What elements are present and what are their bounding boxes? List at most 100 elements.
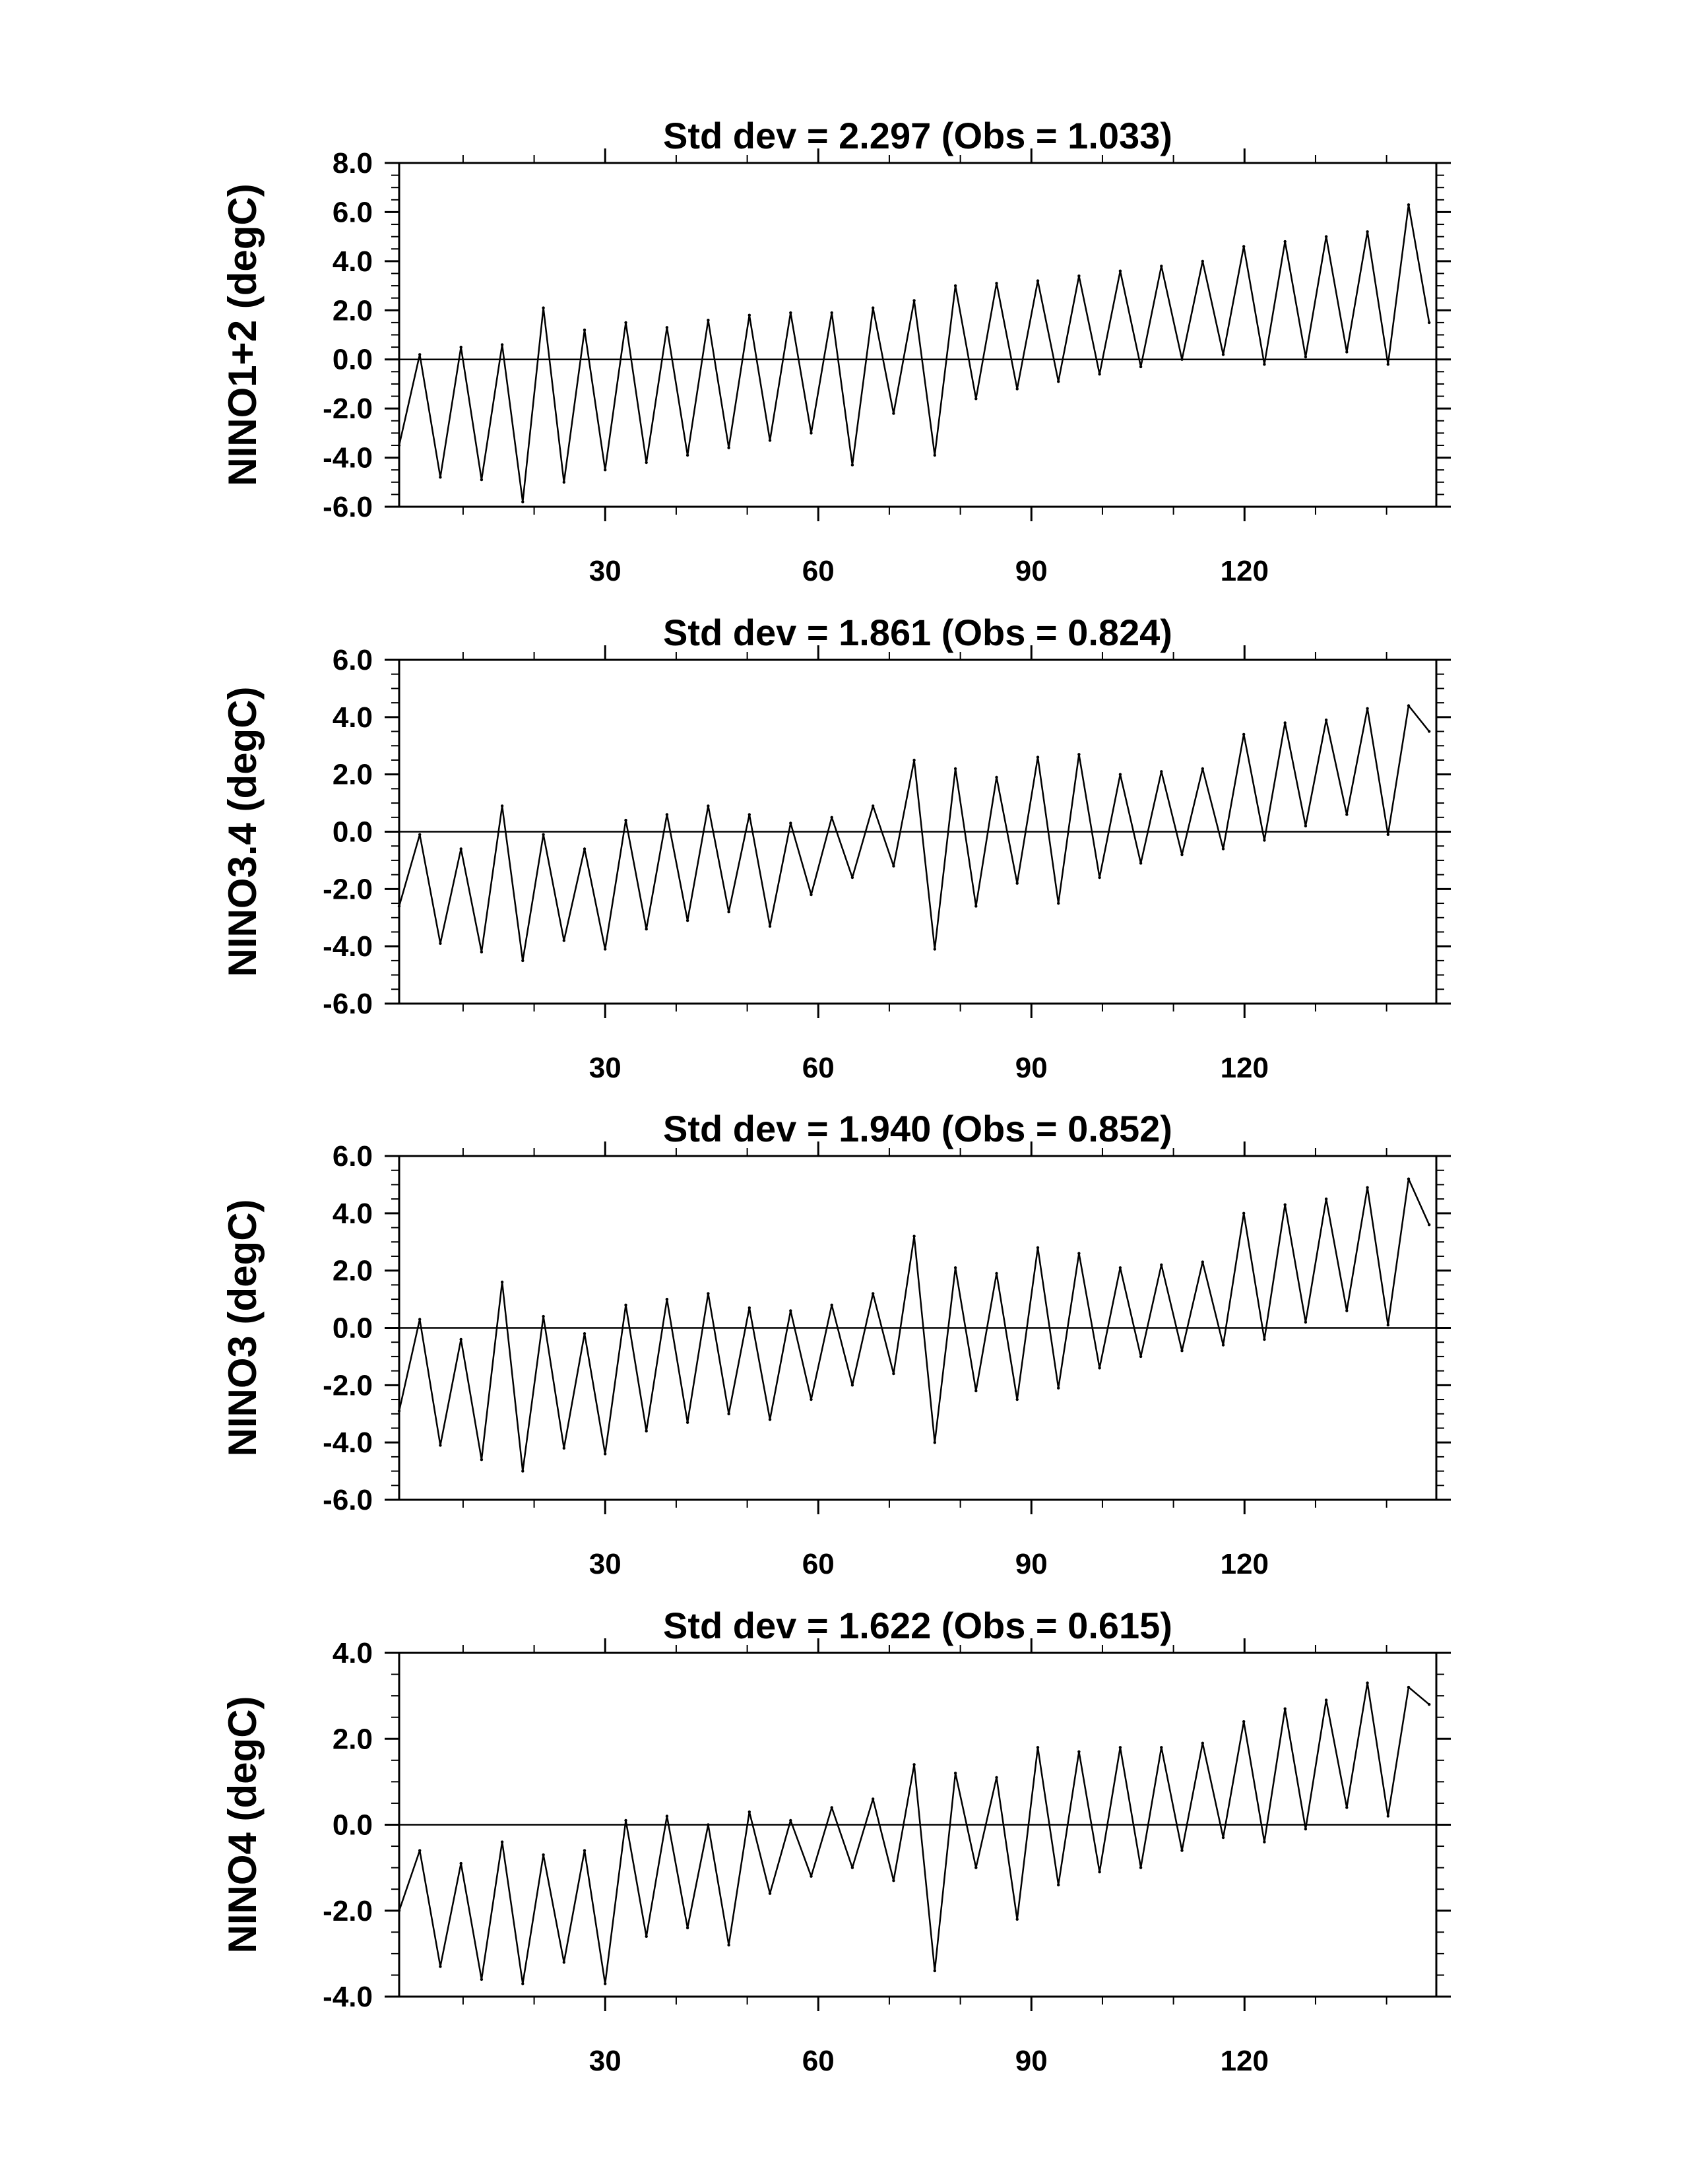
data-point — [1242, 732, 1246, 736]
data-point — [1160, 1746, 1163, 1749]
y-tick-label: 4.0 — [333, 245, 373, 278]
data-point — [727, 1412, 730, 1415]
plot-frame — [398, 162, 1438, 508]
y-tick-label: -4.0 — [323, 1981, 373, 2013]
y-tick-label: 0.0 — [333, 1312, 373, 1345]
data-point — [974, 905, 978, 908]
data-point — [1118, 1266, 1122, 1269]
data-point — [707, 1823, 710, 1826]
data-point — [521, 500, 525, 503]
data-point — [872, 306, 875, 309]
data-point — [872, 804, 875, 808]
data-point — [810, 893, 813, 897]
data-point — [768, 1892, 772, 1895]
data-point — [1180, 358, 1184, 361]
data-point — [542, 833, 545, 837]
data-point — [480, 478, 484, 482]
data-point — [892, 412, 895, 415]
data-point — [953, 1266, 957, 1269]
y-tick-label: -4.0 — [323, 442, 373, 474]
data-point — [1221, 1343, 1225, 1347]
x-tick-label: 60 — [802, 1052, 835, 1084]
data-point — [583, 847, 587, 851]
data-point — [1407, 704, 1411, 707]
data-point — [727, 910, 730, 914]
data-point — [1407, 1177, 1411, 1180]
data-point — [1283, 721, 1287, 724]
data-point — [1036, 1246, 1040, 1250]
data-point — [439, 1965, 442, 1968]
data-point — [1201, 259, 1205, 263]
x-tick-label: 60 — [802, 1548, 835, 1580]
data-point — [685, 1926, 689, 1929]
data-point — [1180, 853, 1184, 856]
data-point — [624, 1303, 627, 1307]
data-point — [439, 476, 442, 479]
data-point — [1407, 1685, 1411, 1689]
data-point — [830, 1303, 833, 1307]
y-tick-label: -6.0 — [323, 1484, 373, 1516]
data-point — [1221, 353, 1225, 356]
data-point — [1139, 365, 1143, 369]
data-point — [727, 1943, 730, 1946]
y-tick-label: 0.0 — [333, 1809, 373, 1842]
data-point — [665, 1815, 669, 1818]
y-tick-label: 0.0 — [333, 344, 373, 376]
data-point — [850, 1866, 854, 1869]
data-point — [685, 1421, 689, 1424]
data-point — [1057, 1386, 1060, 1390]
y-tick-label: -2.0 — [323, 393, 373, 425]
data-point — [892, 864, 895, 868]
data-point — [685, 918, 689, 922]
data-point — [1015, 387, 1019, 391]
data-point — [768, 924, 772, 928]
data-point — [1428, 730, 1431, 733]
data-point — [604, 947, 607, 951]
data-point — [1366, 230, 1369, 234]
data-point — [830, 311, 833, 315]
data-point — [1015, 1917, 1019, 1921]
data-point — [1324, 235, 1328, 238]
data-point — [521, 1469, 525, 1473]
data-point — [1098, 876, 1101, 880]
data-point — [1118, 773, 1122, 776]
data-point — [953, 767, 957, 771]
data-point — [1345, 1309, 1349, 1312]
chart-title: Std dev = 1.861 (Obs = 0.824) — [663, 612, 1172, 653]
data-point — [418, 833, 422, 837]
series-line — [398, 705, 1430, 962]
data-point — [768, 439, 772, 442]
x-tick-label: 30 — [589, 1548, 621, 1580]
data-point — [1139, 1355, 1143, 1359]
data-point — [1345, 1806, 1349, 1809]
data-point — [1221, 1836, 1225, 1840]
data-point — [1180, 1849, 1184, 1852]
data-point — [665, 1297, 669, 1301]
data-point — [1077, 1750, 1081, 1753]
data-point — [912, 1235, 916, 1238]
data-point — [933, 1969, 937, 1973]
data-point — [604, 468, 607, 472]
data-point — [1324, 719, 1328, 722]
y-tick-label: 6.0 — [333, 1140, 373, 1172]
y-tick-label: -6.0 — [323, 491, 373, 523]
y-tick-label: -4.0 — [323, 930, 373, 963]
data-point — [1386, 833, 1389, 837]
data-point — [995, 775, 998, 779]
data-point — [542, 1853, 545, 1857]
data-point — [789, 1818, 792, 1822]
data-point — [1242, 1720, 1246, 1723]
data-point — [562, 480, 565, 484]
data-point — [1263, 1840, 1266, 1844]
data-point — [459, 1337, 462, 1341]
data-point — [1057, 1883, 1060, 1886]
data-point — [748, 1810, 751, 1814]
data-point — [583, 1849, 587, 1852]
data-point — [1283, 240, 1287, 243]
y-tick-label: 0.0 — [333, 816, 373, 849]
data-point — [418, 353, 422, 356]
data-point — [1036, 755, 1040, 759]
y-tick-label: 2.0 — [333, 1255, 373, 1287]
data-point — [1345, 813, 1349, 816]
